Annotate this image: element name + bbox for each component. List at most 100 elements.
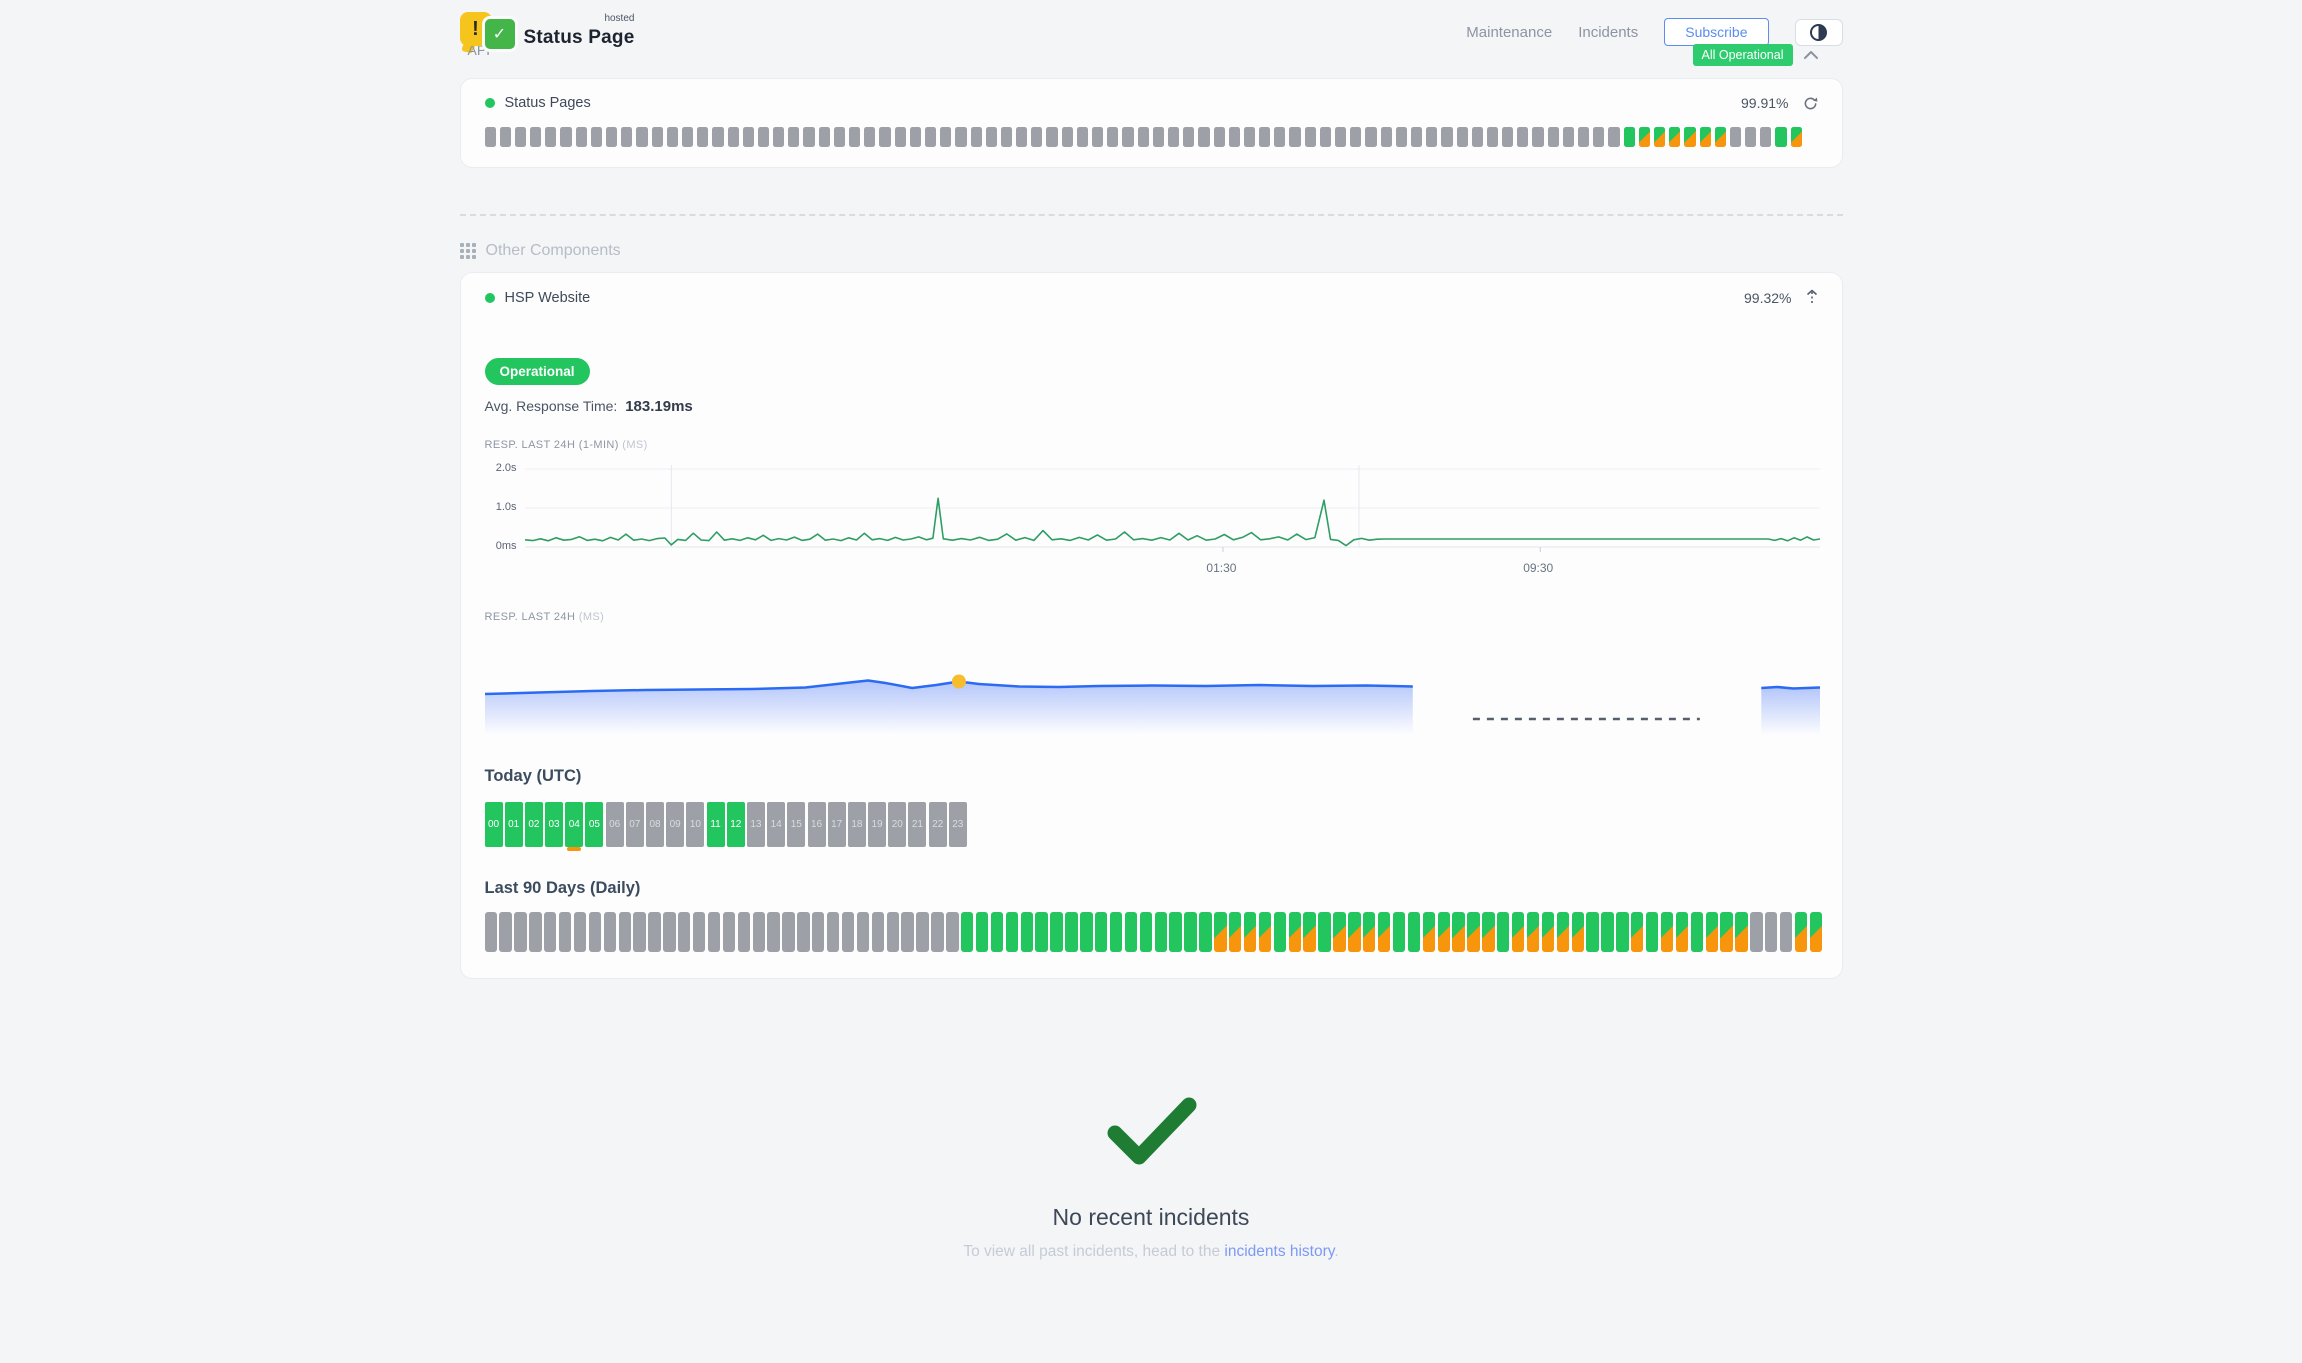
uptime-bar[interactable] — [621, 127, 633, 147]
uptime-bar[interactable] — [727, 127, 739, 147]
uptime-bar[interactable] — [1259, 127, 1271, 147]
uptime-bar[interactable] — [1005, 912, 1019, 952]
uptime-bar[interactable] — [1273, 912, 1287, 952]
hour-block-21[interactable]: 21 — [908, 802, 927, 847]
hour-block-20[interactable]: 20 — [888, 802, 907, 847]
uptime-bar[interactable] — [1705, 912, 1718, 952]
uptime-bar[interactable] — [1735, 912, 1748, 952]
uptime-bar[interactable] — [1274, 127, 1286, 147]
uptime-bar[interactable] — [1289, 127, 1301, 147]
uptime-bar[interactable] — [737, 912, 751, 952]
hour-block-22[interactable]: 22 — [928, 802, 947, 847]
hour-block-12[interactable]: 12 — [726, 802, 745, 847]
uptime-bar[interactable] — [1407, 912, 1421, 952]
uptime-bar[interactable] — [514, 912, 527, 952]
uptime-bar[interactable] — [1229, 912, 1242, 952]
uptime-bar[interactable] — [1669, 127, 1681, 147]
uptime-bar[interactable] — [788, 127, 800, 147]
uptime-bar[interactable] — [1452, 912, 1465, 952]
uptime-bar[interactable] — [1809, 912, 1823, 952]
uptime-bar[interactable] — [1076, 127, 1088, 147]
hour-block-19[interactable]: 19 — [868, 802, 887, 847]
uptime-bar[interactable] — [1184, 912, 1197, 952]
uptime-bar[interactable] — [826, 912, 840, 952]
uptime-bar[interactable] — [1154, 912, 1167, 952]
brand-logo[interactable]: ! ✓ hosted Status Page — [459, 10, 634, 56]
uptime-bar[interactable] — [1124, 912, 1138, 952]
uptime-bar[interactable] — [1139, 912, 1153, 952]
uptime-bar[interactable] — [1365, 127, 1377, 147]
uptime-bar[interactable] — [1080, 912, 1093, 952]
uptime-bar[interactable] — [573, 912, 587, 952]
subscribe-button[interactable]: Subscribe — [1664, 18, 1769, 46]
uptime-bar[interactable] — [1426, 127, 1438, 147]
uptime-bar[interactable] — [1122, 127, 1134, 147]
uptime-bar[interactable] — [560, 127, 572, 147]
hour-block-11[interactable]: 11 — [706, 802, 725, 847]
nav-incidents[interactable]: Incidents — [1578, 23, 1639, 41]
nav-maintenance[interactable]: Maintenance — [1466, 23, 1553, 41]
uptime-bar[interactable] — [1035, 912, 1048, 952]
uptime-bar[interactable] — [886, 912, 899, 952]
incidents-history-link[interactable]: incidents history — [1224, 1243, 1335, 1260]
theme-toggle-button[interactable] — [1794, 18, 1843, 46]
uptime-bar[interactable] — [1214, 912, 1227, 952]
uptime-bar[interactable] — [1137, 127, 1149, 147]
uptime-bar[interactable] — [1608, 127, 1620, 147]
uptime-bar[interactable] — [1586, 912, 1599, 952]
uptime-bar[interactable] — [1714, 127, 1726, 147]
uptime-bar[interactable] — [1410, 127, 1423, 147]
uptime-bar[interactable] — [1198, 127, 1210, 147]
uptime-bar[interactable] — [678, 912, 691, 952]
uptime-bar[interactable] — [1183, 127, 1195, 147]
uptime-bar[interactable] — [946, 912, 959, 952]
uptime-bar[interactable] — [1333, 912, 1346, 952]
uptime-bar[interactable] — [1020, 912, 1033, 952]
uptime-bar[interactable] — [1729, 127, 1742, 147]
uptime-bar[interactable] — [1532, 127, 1544, 147]
hour-block-00[interactable]: 00 — [484, 802, 503, 847]
uptime-bar[interactable] — [1526, 912, 1540, 952]
uptime-bar[interactable] — [575, 127, 587, 147]
uptime-bar[interactable] — [856, 912, 870, 952]
uptime-bar[interactable] — [924, 127, 937, 147]
uptime-bar[interactable] — [767, 912, 780, 952]
uptime-bar[interactable] — [742, 127, 754, 147]
hour-block-13[interactable]: 13 — [746, 802, 765, 847]
uptime-bar[interactable] — [1720, 912, 1733, 952]
uptime-bar[interactable] — [1578, 127, 1590, 147]
uptime-bar[interactable] — [1228, 127, 1240, 147]
hour-block-02[interactable]: 02 — [524, 802, 543, 847]
uptime-bar[interactable] — [1243, 912, 1257, 952]
uptime-bar[interactable] — [1000, 127, 1013, 147]
hour-block-23[interactable]: 23 — [948, 802, 967, 847]
uptime-bar[interactable] — [1467, 912, 1480, 952]
uptime-bar[interactable] — [803, 127, 815, 147]
uptime-bar[interactable] — [1422, 912, 1435, 952]
uptime-bar[interactable] — [1765, 912, 1778, 952]
uptime-bar[interactable] — [558, 912, 572, 952]
uptime-bar[interactable] — [909, 127, 921, 147]
uptime-bar[interactable] — [1562, 127, 1574, 147]
uptime-bar[interactable] — [1061, 127, 1073, 147]
uptime-bar[interactable] — [985, 127, 997, 147]
hour-block-09[interactable]: 09 — [666, 802, 685, 847]
hour-block-16[interactable]: 16 — [807, 802, 826, 847]
uptime-bar[interactable] — [648, 912, 661, 952]
uptime-bar[interactable] — [940, 127, 952, 147]
hour-block-07[interactable]: 07 — [625, 802, 644, 847]
hour-block-08[interactable]: 08 — [646, 802, 664, 847]
uptime-bar[interactable] — [1660, 912, 1674, 952]
uptime-bar[interactable] — [990, 912, 1004, 952]
uptime-bar[interactable] — [841, 912, 855, 952]
uptime-bar[interactable] — [692, 912, 706, 952]
uptime-bar[interactable] — [603, 912, 617, 952]
uptime-bar[interactable] — [545, 127, 557, 147]
uptime-bar[interactable] — [871, 912, 885, 952]
uptime-bar[interactable] — [1547, 127, 1559, 147]
uptime-bar[interactable] — [1380, 127, 1392, 147]
uptime-bar[interactable] — [588, 912, 602, 952]
uptime-bar[interactable] — [1335, 127, 1347, 147]
uptime-bar[interactable] — [1486, 127, 1499, 147]
uptime-bar[interactable] — [931, 912, 944, 952]
